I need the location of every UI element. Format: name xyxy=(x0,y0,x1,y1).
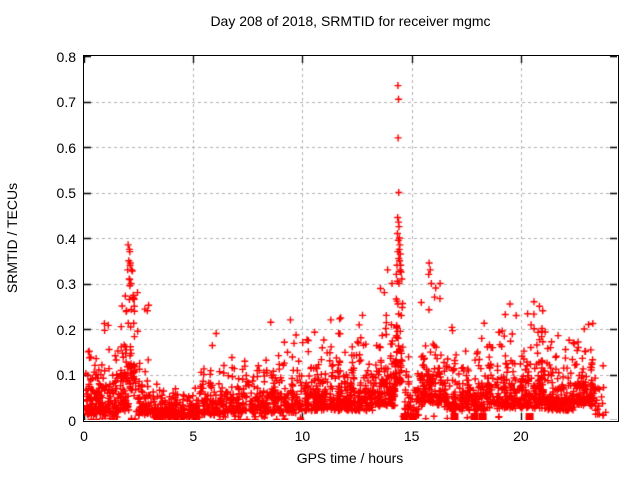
y-tick-label: 0.6 xyxy=(56,139,76,156)
y-tick-label: 0.7 xyxy=(56,94,76,110)
x-tick-label: 5 xyxy=(189,428,198,444)
y-tick-label: 0.1 xyxy=(56,367,76,383)
plot-area xyxy=(83,55,619,422)
y-tick-label: 0.5 xyxy=(56,185,76,201)
y-tick-label: 0 xyxy=(68,412,76,429)
y-tick-label: 0.8 xyxy=(56,48,76,65)
y-axis-label: SRMTID / TECUs xyxy=(4,182,20,294)
x-tick-label: 10 xyxy=(294,428,311,444)
y-tick-label: 0.2 xyxy=(56,321,76,338)
scatter-canvas xyxy=(84,56,617,420)
y-tick-label: 0.4 xyxy=(56,230,76,247)
x-tick-label: 20 xyxy=(513,428,529,444)
x-tick-label: 0 xyxy=(80,428,88,444)
y-tick-label: 0.3 xyxy=(56,276,76,292)
x-axis-label: GPS time / hours xyxy=(296,450,404,466)
x-tick-label: 15 xyxy=(403,428,420,444)
chart-title: Day 208 of 2018, SRMTID for receiver mgm… xyxy=(210,13,491,29)
